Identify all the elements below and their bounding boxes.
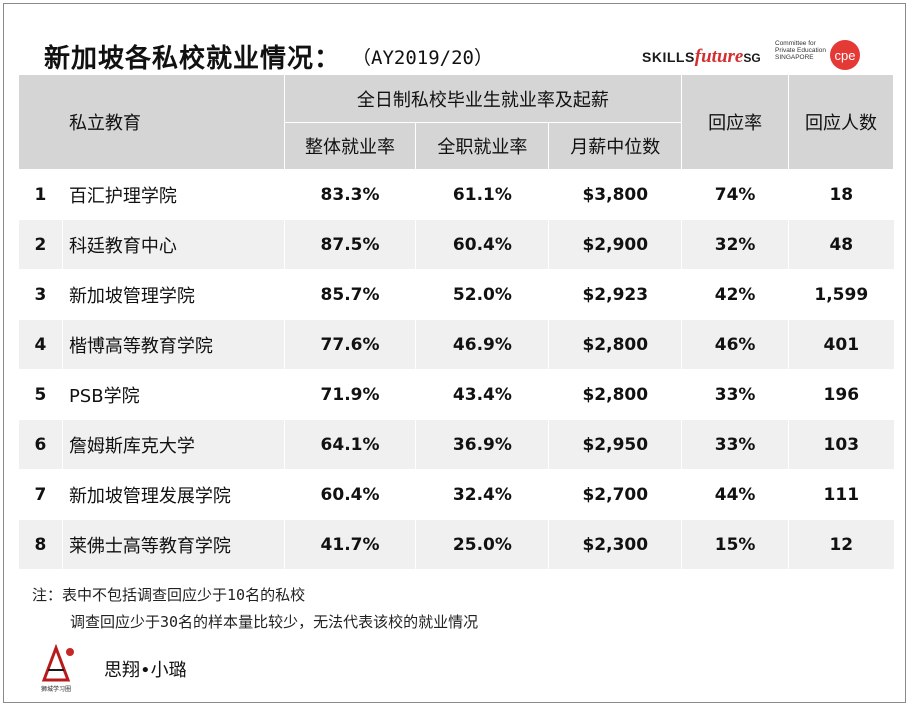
row-index: 2 (18, 219, 63, 270)
response-rate: 74% (681, 169, 790, 220)
median-salary: $3,800 (548, 169, 683, 220)
table-row: 2 科廷教育中心 87.5% 60.4% $2,900 32% 48 (18, 219, 894, 270)
median-salary: $2,900 (548, 219, 683, 270)
school-name: 詹姆斯库克大学 (61, 419, 285, 470)
cpe-mark-icon: cpe (830, 40, 860, 70)
school-name: 新加坡管理学院 (61, 269, 285, 320)
school-name: 科廷教育中心 (61, 219, 285, 270)
skillsfuture-logo: SKILLSfutureSG (642, 46, 761, 67)
school-name: 莱佛士高等教育学院 (61, 519, 285, 570)
fulltime-rate: 36.9% (415, 419, 550, 470)
respondent-count: 103 (788, 419, 894, 470)
response-rate: 33% (681, 419, 790, 470)
svg-text:cpe: cpe (835, 48, 856, 63)
row-index: 8 (18, 519, 63, 570)
fulltime-rate: 60.4% (415, 219, 550, 270)
row-index: 3 (18, 269, 63, 320)
row-index: 6 (18, 419, 63, 470)
row-index: 5 (18, 369, 63, 420)
respondent-count: 401 (788, 319, 894, 370)
response-rate: 42% (681, 269, 790, 320)
overall-rate: 77.6% (283, 319, 417, 370)
col-header-group: 全日制私校毕业生就业率及起薪 (283, 74, 683, 123)
table-row: 1 百汇护理学院 83.3% 61.1% $3,800 74% 18 (18, 169, 894, 220)
col-header-school: 私立教育 (18, 74, 285, 170)
page-title: 新加坡各私校就业情况： (44, 44, 342, 74)
overall-rate: 71.9% (283, 369, 417, 420)
respondent-count: 196 (788, 369, 894, 420)
row-index: 1 (18, 169, 63, 220)
respondent-count: 18 (788, 169, 894, 220)
fulltime-rate: 25.0% (415, 519, 550, 570)
overall-rate: 85.7% (283, 269, 417, 320)
response-rate: 33% (681, 369, 790, 420)
col-header-respondents: 回应人数 (788, 74, 894, 170)
response-rate: 32% (681, 219, 790, 270)
school-name: 新加坡管理发展学院 (61, 469, 285, 520)
overall-rate: 41.7% (283, 519, 417, 570)
footnote: 注：表中不包括调查回应少于10名的私校 调查回应少于30名的样本量比较少，无法代… (32, 582, 478, 636)
cpe-logo: Committee for Private Education SINGAPOR… (775, 38, 865, 74)
col-header-response-rate: 回应率 (681, 74, 790, 170)
overall-rate: 87.5% (283, 219, 417, 270)
median-salary: $2,700 (548, 469, 683, 520)
row-index: 4 (18, 319, 63, 370)
author-name: 思翔•小璐 (104, 660, 187, 681)
row-index: 7 (18, 469, 63, 520)
footnote-line-2: 调查回应少于30名的样本量比较少，无法代表该校的就业情况 (70, 613, 479, 631)
school-name: 百汇护理学院 (61, 169, 285, 220)
response-rate: 44% (681, 469, 790, 520)
table-row: 7 新加坡管理发展学院 60.4% 32.4% $2,700 44% 111 (18, 469, 894, 520)
fulltime-rate: 52.0% (415, 269, 550, 320)
table-body: 1 百汇护理学院 83.3% 61.1% $3,800 74% 18 2 科廷教育中心 87.5%… (18, 169, 894, 570)
school-name: 楷博高等教育学院 (61, 319, 285, 370)
fulltime-rate: 61.1% (415, 169, 550, 220)
table-row: 4 楷博高等教育学院 77.6% 46.9% $2,800 46% 401 (18, 319, 894, 370)
overall-rate: 60.4% (283, 469, 417, 520)
col-header-fulltime: 全职就业率 (415, 122, 550, 170)
respondent-count: 12 (788, 519, 894, 570)
response-rate: 15% (681, 519, 790, 570)
table-row: 3 新加坡管理学院 85.7% 52.0% $2,923 42% 1,599 (18, 269, 894, 320)
table-row: 8 莱佛士高等教育学院 41.7% 25.0% $2,300 15% 12 (18, 519, 894, 570)
median-salary: $2,950 (548, 419, 683, 470)
fulltime-rate: 43.4% (415, 369, 550, 420)
page-subtitle: （AY2019/20） (352, 47, 493, 69)
respondent-count: 48 (788, 219, 894, 270)
svg-text:狮城学习圈: 狮城学习圈 (41, 685, 71, 693)
footnote-line-1: 注：表中不包括调查回应少于10名的私校 (32, 586, 306, 604)
respondent-count: 1,599 (788, 269, 894, 320)
fulltime-rate: 32.4% (415, 469, 550, 520)
fulltime-rate: 46.9% (415, 319, 550, 370)
median-salary: $2,923 (548, 269, 683, 320)
col-header-salary: 月薪中位数 (548, 122, 683, 170)
study-circle-logo-icon: 狮城学习圈 (41, 643, 74, 693)
col-header-overall: 整体就业率 (283, 122, 417, 170)
table-row: 5 PSB学院 71.9% 43.4% $2,800 33% 196 (18, 369, 894, 420)
median-salary: $2,800 (548, 319, 683, 370)
employment-table: 私立教育 全日制私校毕业生就业率及起薪 回应率 回应人数 整体就业率 全职就业率… (18, 74, 894, 570)
respondent-count: 111 (788, 469, 894, 520)
overall-rate: 64.1% (283, 419, 417, 470)
table-row: 6 詹姆斯库克大学 64.1% 36.9% $2,950 33% 103 (18, 419, 894, 470)
median-salary: $2,300 (548, 519, 683, 570)
response-rate: 46% (681, 319, 790, 370)
school-name: PSB学院 (61, 369, 285, 420)
median-salary: $2,800 (548, 369, 683, 420)
overall-rate: 83.3% (283, 169, 417, 220)
